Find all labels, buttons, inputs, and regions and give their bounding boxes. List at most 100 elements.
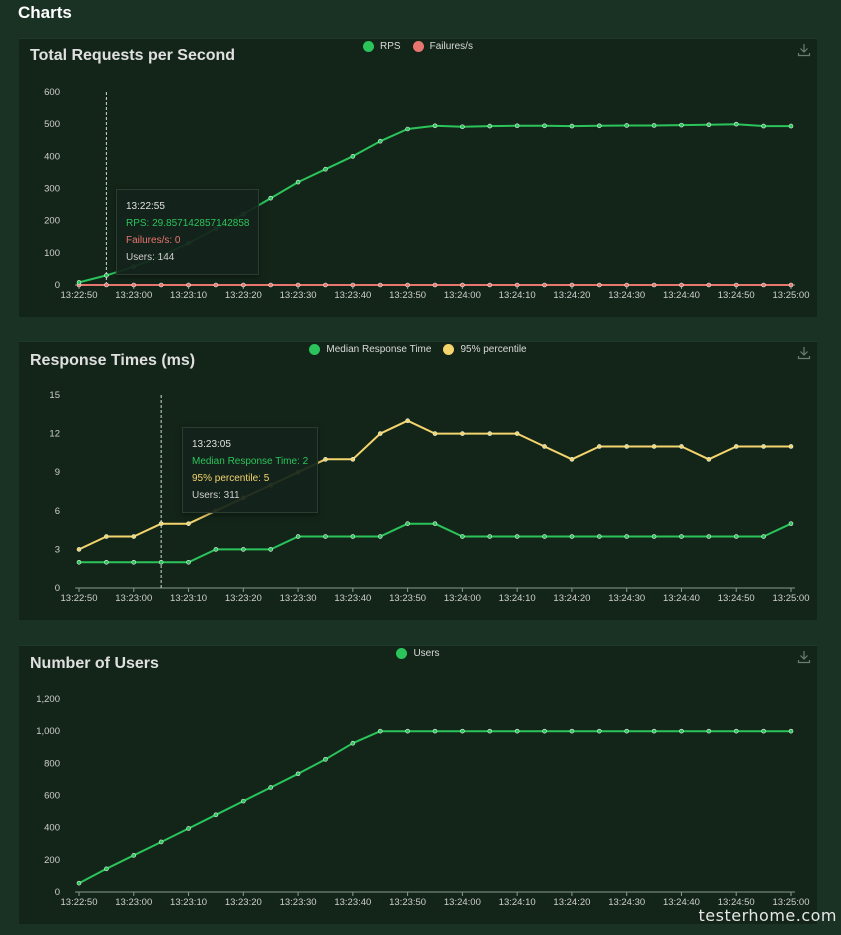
data-point	[350, 457, 356, 462]
series-line	[78, 730, 791, 885]
y-tick-label: 100	[44, 248, 60, 259]
x-tick-label: 13:24:20	[553, 593, 590, 604]
tooltip-time: 13:23:05	[192, 439, 231, 450]
x-tick-label: 13:24:00	[444, 897, 481, 908]
download-icon[interactable]	[797, 346, 811, 360]
users-line-chart[interactable]: 0 200 400 600 800 1,000 1,200 13:22:50 13:23:00 1…	[19, 646, 817, 924]
x-tick-label: 13:23:50	[389, 290, 426, 301]
data-point	[624, 728, 629, 734]
response-times-line-chart[interactable]: 0 3 6 9 12 15 13:22:50 13:23:00 13:23:10 13:23:20…	[19, 342, 817, 620]
legend-item[interactable]: Median Response Time	[309, 344, 431, 355]
data-point	[241, 282, 246, 288]
data-point	[377, 138, 383, 144]
download-icon[interactable]	[797, 43, 811, 57]
y-tick-label: 9	[55, 467, 60, 478]
data-point	[706, 728, 712, 734]
data-point	[295, 771, 301, 777]
series-line	[79, 522, 792, 564]
data-point	[405, 282, 410, 288]
x-tick-label: 13:24:40	[663, 897, 700, 908]
panel-title: Response Times (ms)	[30, 352, 196, 369]
x-tick-label: 13:24:40	[663, 593, 700, 604]
data-point	[651, 444, 657, 449]
y-tick-label: 12	[49, 429, 60, 440]
legend-item[interactable]: 95% percentile	[443, 344, 527, 355]
data-point	[186, 282, 191, 288]
data-point	[104, 273, 109, 278]
data-point	[679, 444, 684, 449]
panel-title: Number of Users	[30, 655, 159, 672]
x-tick-label: 13:23:40	[334, 593, 371, 604]
x-tick-label: 13:24:30	[608, 897, 645, 908]
data-point	[405, 418, 410, 424]
data-point	[213, 282, 219, 288]
data-point	[679, 122, 684, 128]
data-point	[651, 534, 657, 539]
data-point	[213, 812, 219, 818]
data-point	[761, 534, 766, 539]
data-point	[323, 534, 328, 539]
y-tick-label: 0	[55, 280, 60, 291]
x-tick-label: 13:24:20	[553, 897, 590, 908]
data-point	[733, 282, 739, 288]
legend-marker	[309, 344, 321, 355]
legend-label: 95% percentile	[460, 344, 527, 355]
data-point	[405, 728, 410, 734]
rps-line-chart[interactable]: 0 100 200 300 400 500 600 13:22:50 13:23:00 13:23…	[19, 39, 817, 317]
y-tick-label: 500	[44, 119, 60, 130]
data-point	[377, 534, 383, 539]
data-point	[624, 444, 629, 449]
data-point	[76, 880, 82, 886]
legend-item[interactable]: Users	[396, 648, 440, 659]
data-point	[761, 444, 766, 449]
x-tick-label: 13:24:10	[499, 593, 536, 604]
tooltip-p95: 95% percentile: 5	[192, 473, 270, 484]
legend-marker	[443, 344, 455, 355]
legend-item[interactable]: Failures/s	[412, 41, 473, 52]
x-tick-label: 13:23:00	[115, 593, 152, 604]
data-point	[597, 728, 602, 734]
data-point	[460, 124, 465, 130]
data-point	[432, 728, 438, 734]
legend-item[interactable]: RPS	[363, 41, 401, 52]
data-point	[323, 457, 328, 462]
x-tick-label: 13:25:00	[773, 290, 810, 301]
data-point	[788, 728, 794, 734]
data-point	[158, 839, 164, 845]
data-point	[624, 282, 629, 288]
data-point	[350, 154, 356, 159]
data-point	[679, 534, 684, 539]
legend-label: Users	[413, 648, 440, 659]
x-tick-label: 13:24:00	[444, 290, 481, 301]
legend-label: RPS	[380, 41, 401, 52]
x-tick-label: 13:24:20	[553, 290, 590, 301]
data-point	[542, 282, 547, 288]
x-tick-label: 13:23:30	[280, 290, 317, 301]
y-tick-label: 400	[44, 151, 60, 162]
x-tick-label: 13:22:50	[61, 290, 98, 301]
x-tick-label: 13:23:10	[170, 897, 207, 908]
data-point	[158, 282, 164, 288]
x-tick-label: 13:23:50	[389, 593, 426, 604]
x-tick-label: 13:24:50	[718, 593, 755, 604]
data-point	[514, 431, 520, 436]
data-point	[104, 282, 109, 288]
x-tick-label: 13:23:40	[334, 290, 371, 301]
data-point	[733, 534, 739, 539]
data-point	[706, 534, 712, 539]
data-point	[104, 534, 109, 539]
data-point	[460, 282, 465, 288]
data-point	[788, 521, 794, 526]
x-tick-label: 13:23:40	[334, 897, 371, 908]
data-point	[295, 179, 301, 185]
rps-chart-panel: Total Requests per Second RPS Failures/s …	[19, 38, 817, 317]
data-point	[295, 534, 301, 539]
download-icon[interactable]	[797, 650, 811, 664]
data-point	[733, 444, 739, 449]
x-tick-label: 13:23:10	[170, 593, 207, 604]
data-point	[323, 166, 328, 172]
watermark: testerhome.com	[698, 906, 837, 925]
data-point	[377, 431, 383, 436]
y-tick-label: 400	[44, 823, 60, 834]
data-point	[186, 559, 191, 565]
